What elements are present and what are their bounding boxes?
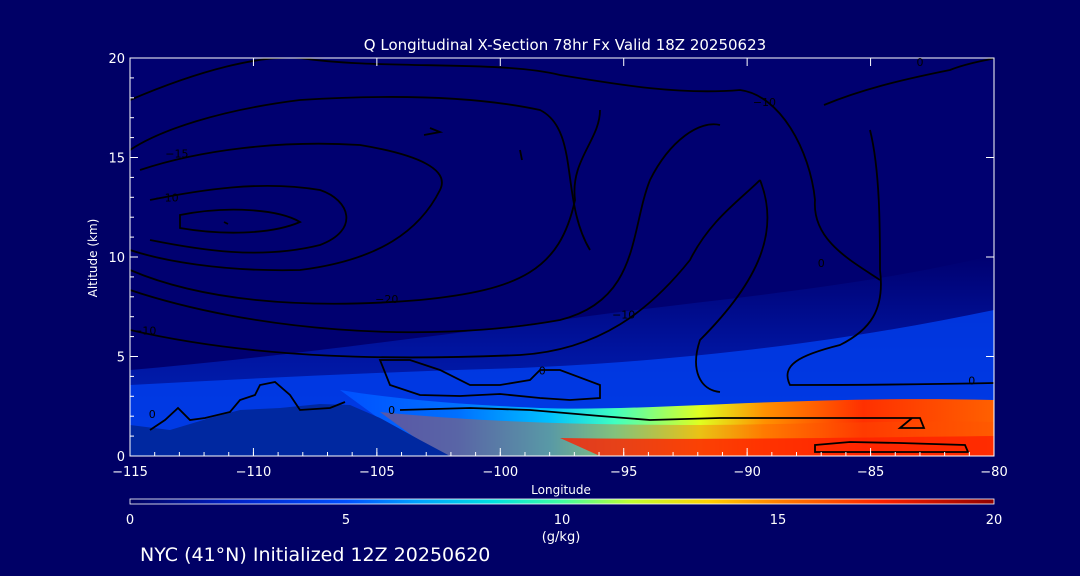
x-axis-label: Longitude — [531, 483, 591, 497]
y-tick-label: 10 — [108, 251, 125, 266]
colorbar — [129, 498, 995, 505]
colorbar-label: (g/kg) — [542, 530, 581, 545]
colorbar-tick-label: 10 — [554, 513, 571, 528]
x-tick-label: −80 — [980, 465, 1007, 480]
contour-label: 0 — [539, 364, 546, 377]
contour-lines — [130, 58, 994, 453]
contour-label: −10 — [133, 325, 156, 338]
x-tick-label: −100 — [482, 465, 518, 480]
contour-label: 0 — [916, 56, 923, 69]
contour-label: −15 — [165, 148, 188, 161]
y-tick-label: 5 — [117, 351, 125, 366]
colorbar-tick-label: 5 — [342, 513, 350, 528]
x-tick-label: −90 — [733, 465, 760, 480]
y-tick-label: 20 — [108, 52, 125, 67]
colorbar-tick-label: 15 — [770, 513, 787, 528]
contour-label: −20 — [375, 293, 398, 306]
colorbar-tick-label: 0 — [126, 513, 134, 528]
moisture-field — [130, 58, 994, 456]
x-tick-label: −115 — [112, 465, 148, 480]
contour-label: −10 — [155, 191, 178, 204]
contour-label: −10 — [753, 96, 776, 109]
y-tick-label: 15 — [108, 152, 125, 167]
initialization-caption: NYC (41°N) Initialized 12Z 20250620 — [140, 544, 490, 566]
x-tick-label: −95 — [610, 465, 637, 480]
colorbar-tick-label: 20 — [986, 513, 1003, 528]
y-axis-label: Altitude (km) — [86, 219, 100, 298]
contour-label: 0 — [968, 374, 975, 387]
contour-label: 0 — [818, 257, 825, 270]
x-tick-label: −110 — [236, 465, 272, 480]
x-tick-label: −85 — [857, 465, 884, 480]
contour-label: 0 — [149, 408, 156, 421]
x-tick-label: −105 — [359, 465, 395, 480]
y-tick-label: 0 — [117, 450, 125, 465]
chart-title: Q Longitudinal X-Section 78hr Fx Valid 1… — [364, 36, 766, 54]
contour-label: 0 — [388, 404, 395, 417]
contour-label: −10 — [612, 309, 635, 322]
